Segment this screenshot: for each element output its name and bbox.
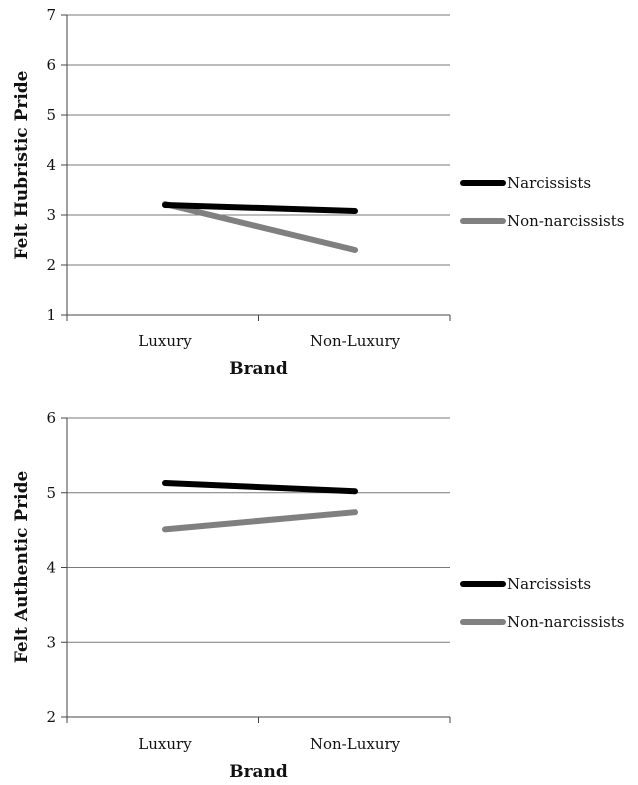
y-tick-label: 6 xyxy=(46,409,56,427)
series-line-non-narcissists xyxy=(162,201,358,253)
y-tick-label: 5 xyxy=(46,484,56,502)
series-line-narcissists xyxy=(162,480,358,495)
series-line-non-narcissists xyxy=(162,509,358,533)
y-tick-label: 1 xyxy=(46,306,56,324)
y-axis-title: Felt Hubristic Pride xyxy=(12,70,32,259)
legend-label-non-narcissists: Non-narcissists xyxy=(507,212,624,230)
x-tick-label-luxury: Luxury xyxy=(138,735,192,753)
x-axis-title: Brand xyxy=(229,359,288,379)
y-tick-label: 6 xyxy=(46,56,56,74)
legend-label-narcissists: Narcissists xyxy=(507,174,591,192)
legend-label-narcissists: Narcissists xyxy=(507,575,591,593)
legend-label-non-narcissists: Non-narcissists xyxy=(507,613,624,631)
x-tick-label-non-luxury: Non-Luxury xyxy=(310,332,401,350)
x-tick-label-non-luxury: Non-Luxury xyxy=(310,735,401,753)
y-tick-label: 7 xyxy=(46,6,56,24)
y-tick-label: 4 xyxy=(46,156,56,174)
hubristic-pride-chart: 1 2 3 4 5 6 7 Luxury Non-Luxury Brand Felt Hubrist… xyxy=(12,6,624,379)
y-tick-label: 5 xyxy=(46,106,56,124)
y-tick-label: 3 xyxy=(46,206,56,224)
series-line-narcissists xyxy=(162,202,358,214)
authentic-pride-chart: 2 3 4 5 6 Luxury Non-Luxury Brand Felt Authentic… xyxy=(12,409,624,782)
y-tick-label: 4 xyxy=(46,559,56,577)
y-axis-title: Felt Authentic Pride xyxy=(12,471,32,664)
y-tick-label: 3 xyxy=(46,633,56,651)
x-tick-label-luxury: Luxury xyxy=(138,332,192,350)
y-tick-label: 2 xyxy=(46,256,56,274)
y-tick-label: 2 xyxy=(46,708,56,726)
x-axis-title: Brand xyxy=(229,762,288,780)
